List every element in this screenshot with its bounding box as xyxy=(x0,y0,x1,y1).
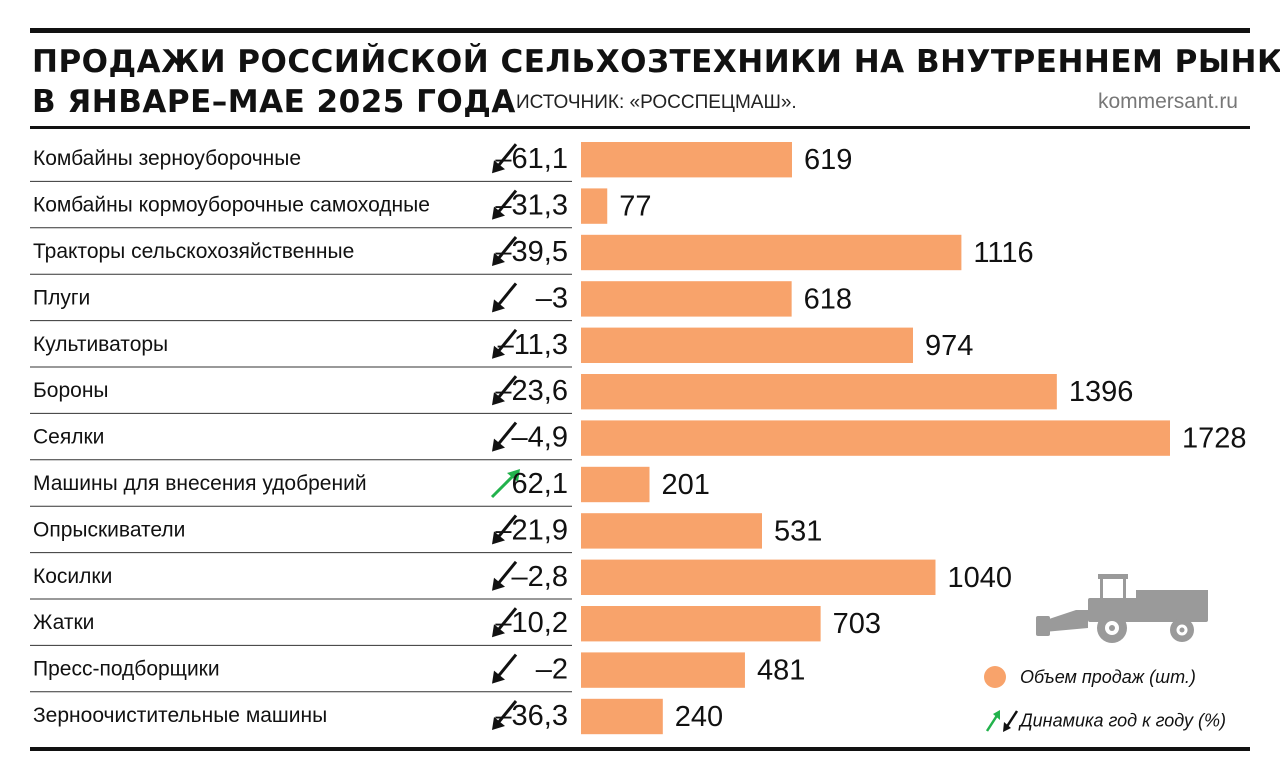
bar xyxy=(581,652,745,688)
bar xyxy=(581,420,1170,456)
category-label: Сеялки xyxy=(33,426,104,449)
down-arrowhead xyxy=(492,670,505,684)
dynamics-label: 62,1 xyxy=(512,468,568,500)
bar xyxy=(581,281,792,317)
bottom-rule xyxy=(30,747,1250,751)
bar xyxy=(581,234,962,271)
down-arrowhead xyxy=(492,206,505,220)
bar xyxy=(581,698,663,735)
bar-value-label: 703 xyxy=(833,608,881,640)
site-credit: kommersant.ru xyxy=(1097,90,1238,113)
category-label: Косилки xyxy=(33,565,112,588)
bar xyxy=(581,466,650,503)
dynamics-label: –21,9 xyxy=(495,514,568,546)
bar xyxy=(581,559,936,595)
bar xyxy=(581,188,608,224)
legend-volume-swatch xyxy=(984,666,1006,689)
down-arrow-icon xyxy=(496,607,518,632)
down-arrowhead xyxy=(492,577,505,591)
category-label: Опрыскиватели xyxy=(33,518,185,541)
dynamics-label: –31,3 xyxy=(495,190,568,222)
down-arrow-icon xyxy=(496,375,518,400)
bar-value-label: 619 xyxy=(804,144,852,176)
dynamics-label: –4,9 xyxy=(512,422,568,454)
bar-value-label: 531 xyxy=(774,515,822,547)
bar-value-label: 481 xyxy=(757,655,805,687)
dynamics-label: –11,3 xyxy=(498,329,568,361)
legend-dynamics: Динамика год к году (%) xyxy=(984,708,1226,734)
bar-value-label: 1396 xyxy=(1069,376,1134,408)
down-arrowhead xyxy=(492,253,505,266)
category-label: Плуги xyxy=(33,286,90,309)
bar-value-label: 1040 xyxy=(947,562,1012,594)
bar-value-label: 1728 xyxy=(1182,423,1247,455)
top-rule xyxy=(30,28,1250,33)
bar xyxy=(581,374,1057,410)
bar-value-label: 618 xyxy=(804,283,852,315)
bar-value-label: 201 xyxy=(662,469,710,501)
chart-title-line2: В ЯНВАРЕ–МАЕ 2025 ГОДА xyxy=(32,84,516,120)
down-arrowhead xyxy=(492,345,505,359)
dynamics-label: –23,6 xyxy=(495,375,568,407)
bar-value-label: 77 xyxy=(619,191,651,223)
bar xyxy=(581,513,762,549)
up-arrowhead xyxy=(507,469,520,482)
legend-volume: Объем продаж (шт.) xyxy=(984,666,1196,689)
bar xyxy=(581,606,821,642)
legend-dynamics-label: Динамика год к году (%) xyxy=(1020,710,1227,731)
down-arrowhead xyxy=(492,438,505,452)
dynamics-label: –2,8 xyxy=(512,561,568,593)
legend-volume-label: Объем продаж (шт.) xyxy=(1020,666,1196,687)
bar-value-label: 974 xyxy=(925,330,973,362)
dynamics-label: –10,2 xyxy=(495,607,568,639)
dynamics-label: –36,3 xyxy=(495,700,568,732)
category-label: Зерноочистительные машины xyxy=(33,704,327,727)
down-arrowhead xyxy=(492,717,505,730)
dynamics-label: –3 xyxy=(536,282,568,314)
bar-value-label: 1116 xyxy=(973,237,1033,269)
category-label: Тракторы сельскохозяйственные xyxy=(33,240,354,263)
down-arrow-icon xyxy=(496,653,518,678)
down-arrow-icon xyxy=(496,560,518,585)
bar-value-label: 240 xyxy=(675,701,723,733)
down-arrow-icon xyxy=(496,328,518,353)
down-arrow-icon xyxy=(496,189,518,214)
down-arrow-icon xyxy=(496,143,518,168)
header-rule xyxy=(30,126,1250,129)
down-arrow-icon xyxy=(496,514,518,539)
bar xyxy=(581,142,792,178)
category-label: Комбайны кормоуборочные самоходные xyxy=(33,194,430,217)
category-label: Бороны xyxy=(33,379,109,402)
down-arrowhead xyxy=(492,160,505,174)
category-label: Комбайны зерноуборочные xyxy=(33,147,301,170)
bar xyxy=(581,327,913,363)
down-arrowhead xyxy=(492,299,505,313)
combine-harvester-icon xyxy=(1036,574,1208,643)
dynamics-label: –2 xyxy=(536,654,568,686)
category-label: Пресс-подборщики xyxy=(33,658,220,681)
chart-title-line1: ПРОДАЖИ РОССИЙСКОЙ СЕЛЬХОЗТЕХНИКИ НА ВНУ… xyxy=(32,44,1280,80)
up-arrow-icon xyxy=(490,473,516,499)
down-arrow-icon xyxy=(496,421,518,446)
category-label: Машины для внесения удобрений xyxy=(33,472,367,495)
source-note: ИСТОЧНИК: «РОССПЕЦМАШ». xyxy=(516,92,797,113)
down-arrow-icon xyxy=(496,236,518,260)
category-label: Культиваторы xyxy=(33,333,168,356)
down-arrow-icon xyxy=(496,282,518,307)
down-arrowhead xyxy=(492,531,505,545)
down-arrowhead xyxy=(492,624,505,638)
down-arrowhead xyxy=(492,392,505,406)
category-label: Жатки xyxy=(33,611,94,634)
dynamics-label: –61,1 xyxy=(495,143,568,175)
legend-arrows-icon xyxy=(985,710,1019,732)
down-arrow-icon xyxy=(496,700,518,724)
dynamics-label: –39,5 xyxy=(495,236,568,268)
